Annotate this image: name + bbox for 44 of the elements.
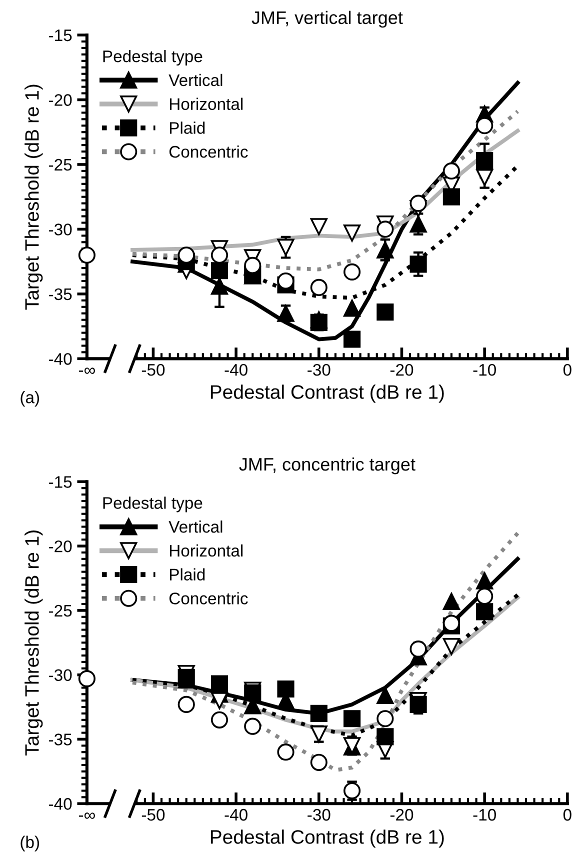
text: (a) [20, 391, 40, 407]
x-tick-label: -∞ [78, 812, 95, 819]
y-tick-label: -20 [49, 540, 72, 552]
x-tick-label: -20 [390, 364, 414, 376]
x-tick-label: -40 [224, 808, 248, 821]
legend-title: Pedestal type [103, 50, 202, 66]
x-tick-label: -30 [308, 364, 330, 376]
legend-label: Horizontal [170, 544, 243, 557]
y-tick-label: -25 [49, 158, 72, 171]
y-axis-title: Target Threshold (dB re 1) [24, 84, 43, 310]
legend-title: Pedestal type [103, 496, 202, 512]
legend-label: Concentric [169, 592, 248, 604]
x-tick-label: -50 [142, 808, 165, 821]
legend-label: Concentric [169, 145, 248, 158]
x-tick-label: 0 [563, 364, 572, 376]
y-tick-label: -40 [49, 353, 72, 365]
y-tick-label: -30 [49, 224, 72, 236]
chart-title: JMF, concentric target [239, 457, 416, 474]
legend-label: Vertical [168, 520, 222, 533]
chart-title: JMF, vertical target [252, 10, 403, 28]
y-tick-label: -20 [49, 94, 72, 106]
legend-label: Plaid [170, 122, 205, 134]
x-axis-title: Pedestal Contrast (dB re 1) [210, 830, 444, 848]
x-tick-label: -∞ [78, 368, 95, 374]
x-tick-label: -10 [473, 808, 496, 821]
y-axis-title: Target Threshold (dB re 1) [24, 530, 43, 756]
y-tick-label: -25 [49, 604, 72, 617]
x-axis-title: Pedestal Contrast (dB re 1) [210, 384, 444, 403]
y-tick-label: -30 [49, 669, 72, 682]
y-tick-label: -35 [49, 288, 72, 300]
x-tick-label: -40 [224, 364, 248, 376]
y-tick-label: -40 [49, 798, 72, 810]
x-tick-label: -20 [390, 808, 414, 821]
x-tick-label: -50 [142, 364, 165, 376]
y-tick-label: -15 [49, 30, 72, 42]
x-tick-label: 0 [563, 808, 572, 821]
legend-label: Vertical [168, 74, 222, 86]
legend-label: Plaid [170, 568, 205, 581]
x-tick-label: -30 [308, 808, 330, 821]
y-tick-label: -35 [49, 734, 72, 746]
legend-label: Horizontal [170, 98, 243, 110]
x-tick-label: -10 [473, 364, 496, 376]
y-tick-label: -15 [49, 476, 72, 488]
text: (b) [20, 836, 40, 852]
